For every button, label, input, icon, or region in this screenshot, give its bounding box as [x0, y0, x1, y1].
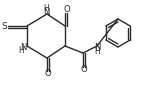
Text: O: O	[81, 64, 87, 74]
Text: H: H	[18, 45, 24, 55]
Text: N: N	[20, 42, 26, 52]
Text: O: O	[45, 69, 51, 77]
Text: N: N	[43, 7, 49, 17]
Text: O: O	[64, 4, 70, 14]
Text: H: H	[94, 47, 100, 55]
Text: N: N	[94, 42, 100, 52]
Text: S: S	[1, 22, 7, 31]
Text: H: H	[43, 4, 49, 12]
